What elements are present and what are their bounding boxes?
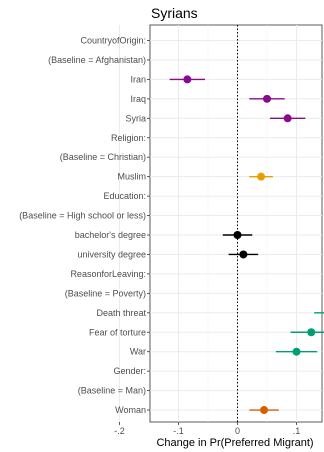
estimate-point [183,75,192,84]
y-tick-label: (Baseline = Poverty) [65,288,146,298]
y-tick-label: Death threat [96,308,146,318]
y-tick-label: Gender: [113,366,146,376]
estimate-point [260,406,269,415]
y-tick-label: Woman [115,405,146,415]
estimate-point [292,347,301,356]
estimate-point [239,250,248,259]
y-tick-label: (Baseline = Man) [78,386,146,396]
y-tick-label: university degree [77,249,146,259]
y-tick-label: ReasonforLeaving: [70,269,146,279]
y-tick-label: Iran [130,74,146,84]
x-tick-label: -.2 [114,426,125,436]
y-tick-label: CountryofOrigin: [80,36,146,46]
x-axis-label: Change in Pr(Preferred Migrant) [156,437,314,449]
x-tick-label: 0 [235,426,240,436]
estimate-point [263,94,271,103]
y-tick-label: (Baseline = High school or less) [19,211,146,221]
y-tick-label: War [130,347,146,357]
y-tick-label: Muslim [118,172,147,182]
y-tick-label: Education: [103,191,146,201]
y-tick-label: Syria [125,113,146,123]
y-tick-label: bachelor's degree [75,230,146,240]
x-tick-label: -.1 [173,426,184,436]
estimate-point [307,328,316,337]
estimate-point [283,114,292,123]
x-tick-label: .1 [293,426,301,436]
y-tick-label: (Baseline = Christian) [60,152,146,162]
chart-title: Syrians [151,5,198,21]
y-tick-label: Iraq [130,94,146,104]
y-tick-label: Religion: [111,133,146,143]
y-tick-label: Fear of torture [89,327,146,337]
estimate-point [233,231,242,239]
y-tick-label: (Baseline = Afghanistan) [48,55,146,65]
estimate-point [257,172,266,181]
